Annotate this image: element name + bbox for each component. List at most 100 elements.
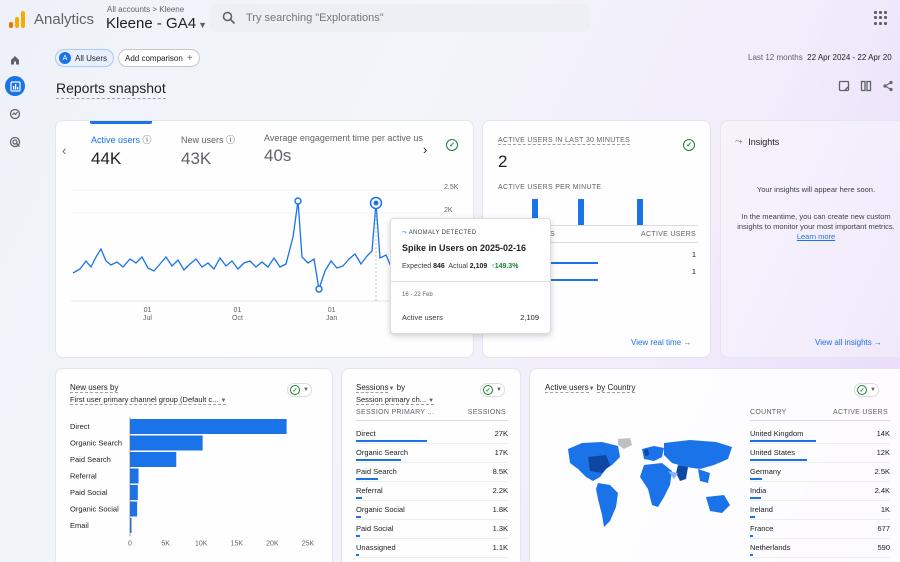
insights-icon: ⤳ <box>735 136 743 146</box>
view-all-insights-link[interactable]: View all insights → <box>815 338 882 347</box>
bar[interactable] <box>130 485 138 500</box>
chevron-left-icon[interactable]: ‹ <box>62 143 67 158</box>
bar-label: Referral <box>70 472 97 481</box>
table-row[interactable]: Paid Search 8.5K <box>356 465 508 482</box>
side-nav <box>0 38 30 562</box>
analytics-logo-icon[interactable] <box>9 10 25 28</box>
row-value: 14K <box>876 429 890 438</box>
add-comparison-button[interactable]: Add comparison + <box>118 49 200 67</box>
bar[interactable] <box>130 419 287 434</box>
country-metric[interactable]: Active users <box>545 383 589 393</box>
caret-down-icon: ▼ <box>428 398 435 404</box>
table-row[interactable]: India 2.4K <box>750 484 890 501</box>
breadcrumb[interactable]: All accounts > Kleene <box>107 5 185 14</box>
x-tick: 15K <box>231 541 244 548</box>
x-tick-month: Jul <box>143 315 152 322</box>
plus-icon: + <box>186 52 193 64</box>
help-icon[interactable]: ⓘ <box>142 135 152 145</box>
tooltip-metric-label: Active users <box>402 313 443 322</box>
insights-line1: Your insights will appear here soon. <box>756 185 876 194</box>
title-actions <box>838 80 894 92</box>
sessions-metric[interactable]: Sessions <box>356 383 389 393</box>
apps-grid-icon[interactable] <box>874 11 888 25</box>
home-icon[interactable] <box>5 50 25 70</box>
compare-icon[interactable] <box>860 80 872 92</box>
row-bar <box>750 554 753 556</box>
segment-label: All Users <box>75 53 108 63</box>
bar[interactable] <box>130 435 203 451</box>
anomaly-marker[interactable] <box>294 197 302 205</box>
table-row[interactable]: Organic Social 1.8K <box>356 503 508 520</box>
row-value: 1.3K <box>492 524 508 533</box>
row-name: Direct <box>356 429 376 438</box>
minute-bar[interactable] <box>578 199 584 225</box>
row-value: 27K <box>494 429 508 438</box>
x-tick-month: Oct <box>232 315 243 322</box>
row-value: 8.5K <box>492 467 508 476</box>
anomaly-marker[interactable] <box>315 285 323 293</box>
table-row[interactable]: Paid Social 1.3K <box>356 522 508 539</box>
date-range-label: Last 12 months <box>748 53 803 62</box>
row-name: Paid Search <box>356 467 397 476</box>
search-input[interactable] <box>246 12 566 24</box>
minute-bar[interactable] <box>637 199 643 225</box>
table-row[interactable]: Germany 2.5K <box>750 465 890 482</box>
learn-more-link[interactable]: Learn more <box>796 232 836 241</box>
table-row[interactable]: United Kingdom 14K <box>750 427 890 444</box>
help-icon[interactable]: ⓘ <box>226 135 236 145</box>
advertising-icon[interactable] <box>5 132 25 152</box>
metric-label: Active users <box>91 135 141 145</box>
table-row[interactable]: France 677 <box>750 522 890 539</box>
row-bar <box>356 516 361 518</box>
row-value: 1.8K <box>492 505 508 514</box>
minute-bar[interactable] <box>532 199 538 225</box>
sessions-by: by <box>396 383 406 392</box>
divider <box>750 420 890 421</box>
view-realtime-link[interactable]: View real time → <box>631 338 691 347</box>
metric-tab-active-users[interactable]: Active users ⓘ 44K <box>91 133 152 169</box>
table-row[interactable]: Organic Search 17K <box>356 446 508 463</box>
metric-tab-engagement-time[interactable]: Average engagement time per active us 40… <box>264 133 423 166</box>
table-row[interactable]: Referral 2.2K <box>356 484 508 501</box>
row-name: Ireland <box>750 505 773 514</box>
explore-icon[interactable] <box>5 104 25 124</box>
row-divider <box>356 519 508 520</box>
status-dropdown[interactable]: ✓ ▼ <box>854 383 879 397</box>
change-percent: 149.3% <box>494 263 519 270</box>
bar-label: Organic Search <box>70 439 122 448</box>
anomaly-tag: ANOMALY DETECTED <box>408 230 477 236</box>
share-icon[interactable] <box>882 80 894 92</box>
row-divider <box>356 557 508 558</box>
status-dropdown[interactable]: ✓ ▼ <box>287 383 312 397</box>
actual-label: Actual <box>448 263 468 270</box>
bar[interactable] <box>130 452 177 467</box>
table-row[interactable]: Ireland 1K <box>750 503 890 520</box>
divider <box>356 420 508 421</box>
metric-tab-new-users[interactable]: New users ⓘ 43K <box>181 133 235 169</box>
status-check-icon: ✓ <box>683 138 695 151</box>
edit-card-icon[interactable] <box>838 80 850 92</box>
bar[interactable] <box>130 518 132 533</box>
search-bar[interactable] <box>210 4 590 32</box>
segment-chip[interactable]: A All Users <box>55 49 115 67</box>
table-row[interactable]: United States 12K <box>750 446 890 463</box>
table-row[interactable]: Unassigned 1.1K <box>356 541 508 558</box>
property-selector[interactable]: Kleene - GA4 ▼ <box>106 15 207 32</box>
reports-icon[interactable] <box>5 76 25 96</box>
chevron-right-icon[interactable]: › <box>423 142 428 157</box>
world-map[interactable] <box>560 435 740 535</box>
table-row[interactable]: Netherlands 590 <box>750 541 890 558</box>
bar[interactable] <box>130 468 139 484</box>
date-range-picker[interactable]: Last 12 months 22 Apr 2024 - 22 Apr 20 <box>748 53 892 62</box>
table-row[interactable]: Direct 27K <box>356 427 508 444</box>
dimension-selector[interactable]: Session primary ch... ▼ <box>356 395 435 405</box>
x-tick: 10K <box>195 541 208 548</box>
metric-value: 43K <box>181 149 212 168</box>
dimension-selector[interactable]: First user primary channel group (Defaul… <box>70 395 227 405</box>
row-bar <box>750 497 762 499</box>
status-dropdown[interactable]: ✓ ▼ <box>480 383 505 397</box>
country-col-right: ACTIVE USERS <box>833 409 888 416</box>
divider <box>498 225 698 226</box>
row-divider <box>750 462 890 463</box>
bar[interactable] <box>130 501 138 517</box>
